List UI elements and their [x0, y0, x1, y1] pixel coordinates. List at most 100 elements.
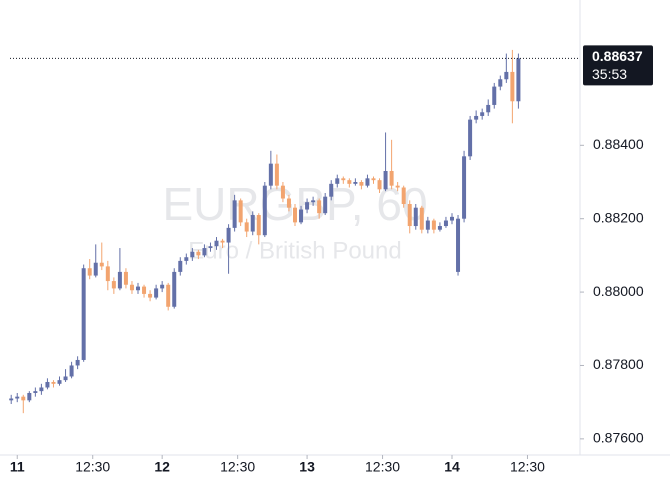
candle-body	[166, 284, 171, 307]
candle-body	[178, 260, 183, 272]
candle-body	[456, 218, 461, 272]
countdown-label: 35:53	[592, 66, 627, 82]
candle-body	[220, 240, 225, 243]
x-tick-label: 14	[444, 459, 460, 475]
candle-body	[33, 391, 38, 393]
candle-body	[431, 220, 436, 230]
candle-body	[214, 240, 219, 247]
candle-body	[449, 216, 454, 221]
candle-body	[353, 182, 358, 184]
candle-body	[317, 200, 322, 214]
candle-body	[21, 396, 26, 401]
candle-body	[486, 104, 491, 113]
candle-body	[123, 271, 128, 285]
candle-body	[172, 271, 177, 307]
candle-body	[184, 257, 189, 261]
candle-body	[274, 163, 279, 186]
candle-body	[148, 293, 153, 298]
x-tick-label: 13	[299, 459, 315, 475]
candle-body	[202, 248, 207, 256]
candle-body	[208, 246, 213, 249]
candle-body	[468, 119, 473, 157]
candle-body	[57, 380, 62, 384]
candle-body	[305, 202, 310, 210]
candle-body	[45, 381, 50, 388]
candle-body	[117, 271, 122, 289]
candle-body	[462, 156, 467, 219]
candle-body	[492, 86, 497, 105]
candle-body	[293, 207, 297, 223]
candle-body	[39, 387, 44, 392]
candle-body	[196, 251, 201, 256]
candle-body	[419, 207, 424, 230]
candle-body	[341, 178, 346, 181]
candle-body	[504, 71, 509, 80]
candle-body	[9, 398, 14, 401]
candle-body	[280, 185, 285, 199]
candle-body	[154, 288, 159, 298]
candle-body	[226, 227, 231, 243]
candle-body	[190, 251, 195, 258]
x-tick-label: 11	[10, 459, 25, 475]
candle-body	[401, 187, 406, 205]
candle-body	[299, 209, 304, 223]
candle-body	[347, 180, 352, 184]
candle-body	[335, 178, 340, 184]
candle-body	[498, 79, 503, 87]
candle-body	[160, 284, 165, 289]
current-price-box	[583, 45, 653, 86]
candle-body	[105, 266, 110, 282]
candle-body	[474, 115, 479, 120]
candle-body	[329, 183, 334, 197]
y-tick-label: 0.88400	[593, 136, 644, 152]
candle-body	[389, 170, 394, 186]
candle-body	[413, 207, 418, 227]
candle-body	[99, 262, 104, 267]
y-tick-label: 0.87800	[593, 356, 644, 372]
x-tick-label: 12	[154, 459, 170, 475]
candle-body	[27, 392, 32, 401]
x-tick-label: 12:30	[75, 459, 110, 475]
candle-body	[395, 185, 400, 188]
candle-body	[407, 204, 412, 227]
y-tick-label: 0.87600	[593, 430, 644, 446]
candle-body	[250, 215, 255, 232]
watermark-subtitle: Euro / British Pound	[188, 237, 401, 264]
candle-body	[480, 112, 485, 116]
candle-body	[371, 178, 376, 181]
candle-body	[142, 286, 147, 294]
candle-body	[15, 396, 20, 399]
current-price-label: 0.88637	[592, 48, 643, 64]
candle-body	[323, 196, 328, 214]
candle-body	[377, 180, 382, 190]
candle-body	[256, 215, 261, 236]
candle-body	[93, 262, 98, 276]
candle-body	[443, 220, 448, 227]
x-tick-label: 12:30	[365, 459, 400, 475]
candle-body	[268, 163, 273, 186]
x-tick-label: 12:30	[220, 459, 255, 475]
candle-body	[516, 58, 521, 102]
candle-body	[87, 268, 92, 276]
candle-body	[136, 286, 141, 291]
candle-body	[425, 220, 430, 230]
candle-body	[63, 376, 68, 381]
candle-body	[51, 381, 56, 384]
candle-body	[359, 182, 364, 186]
candle-body	[75, 359, 80, 366]
candle-body	[365, 178, 370, 186]
candle-body	[244, 222, 249, 232]
candle-body	[232, 200, 237, 228]
candle-body	[111, 281, 116, 289]
candle-body	[286, 198, 291, 208]
candle-body	[437, 226, 442, 230]
candle-body	[311, 200, 316, 203]
candle-body	[81, 268, 86, 360]
candle-body	[510, 71, 515, 102]
candle-body	[262, 185, 267, 236]
candle-body	[129, 284, 134, 291]
y-tick-label: 0.88200	[593, 209, 644, 225]
